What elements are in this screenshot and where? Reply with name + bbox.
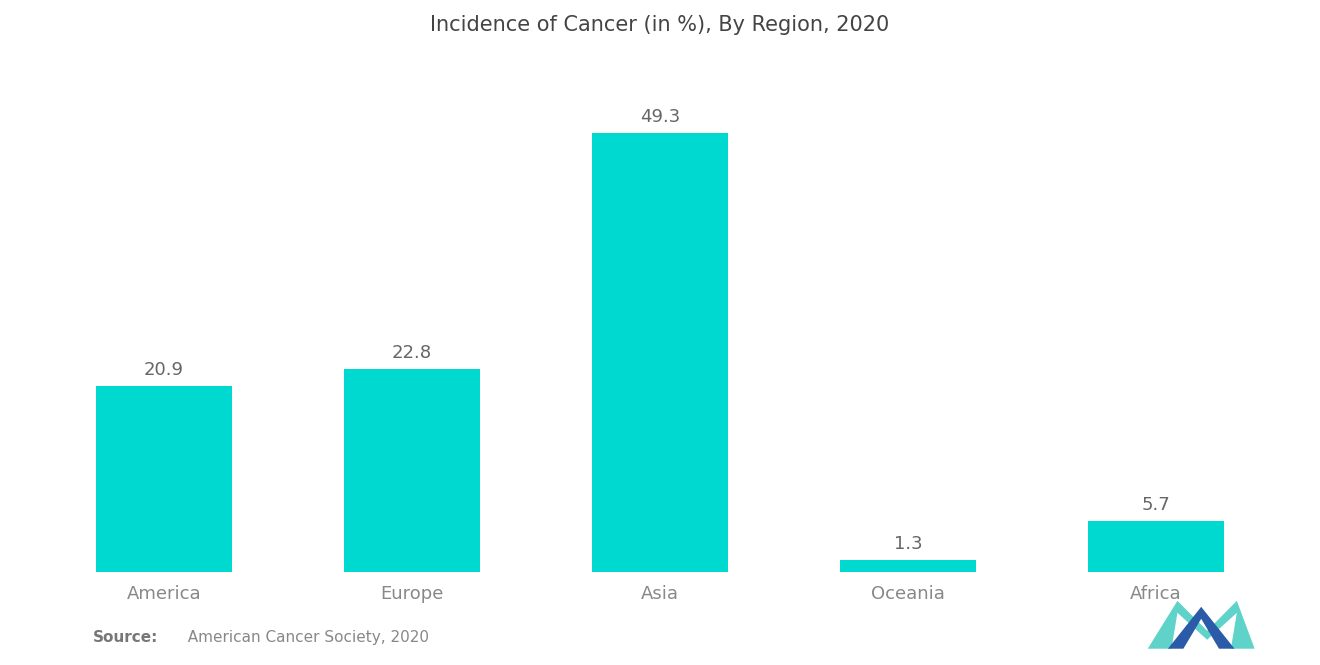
Text: 22.8: 22.8 <box>392 344 432 362</box>
Text: American Cancer Society, 2020: American Cancer Society, 2020 <box>178 630 429 645</box>
Text: Source:: Source: <box>92 630 158 645</box>
Polygon shape <box>1148 601 1254 649</box>
Text: 20.9: 20.9 <box>144 360 183 378</box>
Bar <box>95 386 232 571</box>
Title: Incidence of Cancer (in %), By Region, 2020: Incidence of Cancer (in %), By Region, 2… <box>430 15 890 35</box>
Text: 5.7: 5.7 <box>1142 496 1171 514</box>
Polygon shape <box>1168 606 1234 649</box>
Text: 1.3: 1.3 <box>894 535 923 553</box>
Bar <box>343 369 480 571</box>
Bar <box>591 134 729 571</box>
Bar <box>1088 521 1225 571</box>
Text: 49.3: 49.3 <box>640 108 680 126</box>
Bar <box>840 560 977 571</box>
